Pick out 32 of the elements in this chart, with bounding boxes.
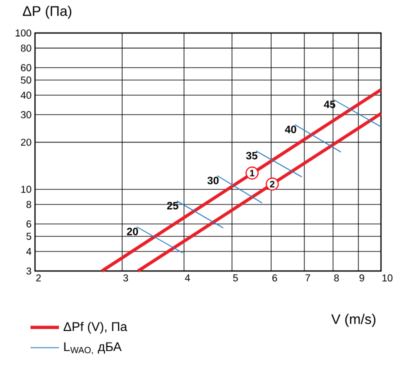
annotation: 2 xyxy=(270,180,274,188)
x-tick-label: 9 xyxy=(360,274,364,282)
annotation: 1 xyxy=(250,170,254,176)
y-tick-label: 30 xyxy=(20,111,32,118)
y-tick-label: 50 xyxy=(20,76,32,84)
y-tick-label: 80 xyxy=(20,44,32,52)
y-tick-label: 6 xyxy=(26,220,32,228)
annotation: 30 xyxy=(207,176,219,184)
x-tick-label: 10 xyxy=(382,274,392,282)
y-tick-label: 100 xyxy=(16,29,32,37)
y-tick-label: 5 xyxy=(26,232,32,240)
y-tick-label: 20 xyxy=(21,138,32,146)
x-tick-label: 4 xyxy=(184,274,190,282)
x-tick-label: 6 xyxy=(272,274,278,282)
y-tick-label: 8 xyxy=(26,200,32,208)
x-tick-label: 8 xyxy=(334,274,339,282)
x-tick-label: 2 xyxy=(36,274,41,282)
y-tick-label: 60 xyxy=(21,64,32,72)
y-tick-label: 10 xyxy=(21,186,32,193)
annotation: 35 xyxy=(246,152,258,160)
x-tick-label: 5 xyxy=(233,274,238,282)
legend-label: L$_{WAO,}$ дБА xyxy=(64,342,122,354)
x-tick-label: 7 xyxy=(306,274,310,282)
y-axis-title: ΔP (Па) xyxy=(22,6,72,19)
y-tick-label: 4 xyxy=(26,248,32,255)
annotation: 40 xyxy=(284,126,296,134)
legend-label: ΔPf (V), Па xyxy=(64,322,128,334)
y-tick-label: 40 xyxy=(20,92,32,99)
x-axis-title: V (m/s) xyxy=(331,314,376,327)
x-tick-label: 3 xyxy=(123,274,128,282)
annotation: 20 xyxy=(126,228,138,236)
y-tick-label: 3 xyxy=(26,267,32,275)
